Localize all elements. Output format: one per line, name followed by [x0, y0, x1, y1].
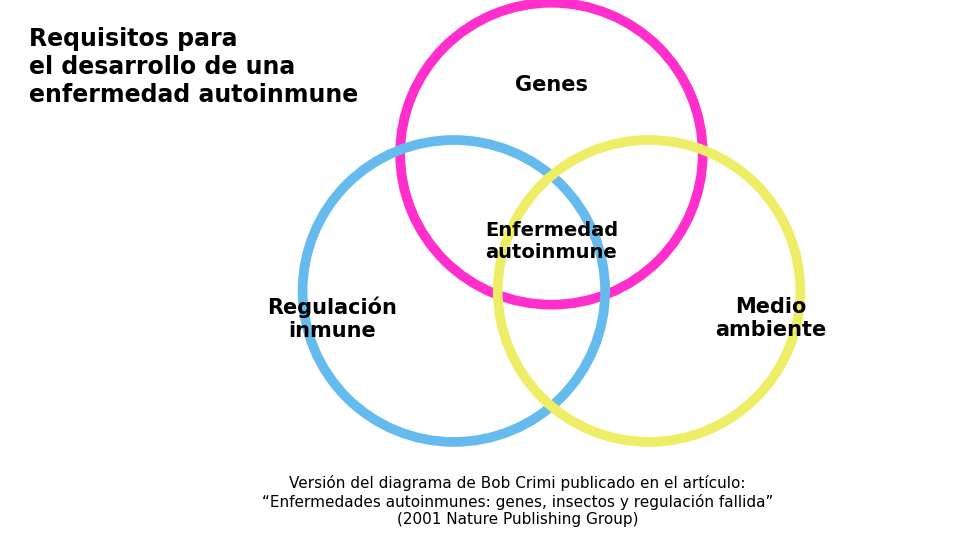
- Text: Medio
ambiente: Medio ambiente: [715, 297, 827, 340]
- Text: Genes: Genes: [515, 75, 588, 95]
- Text: Requisitos para
el desarrollo de una
enfermedad autoinmune: Requisitos para el desarrollo de una enf…: [29, 27, 358, 107]
- Text: Versión del diagrama de Bob Crimi publicado en el artículo:
“Enfermedades autoin: Versión del diagrama de Bob Crimi public…: [262, 475, 773, 527]
- Text: Enfermedad
autoinmune: Enfermedad autoinmune: [485, 221, 618, 262]
- Text: Regulación
inmune: Regulación inmune: [266, 296, 397, 341]
